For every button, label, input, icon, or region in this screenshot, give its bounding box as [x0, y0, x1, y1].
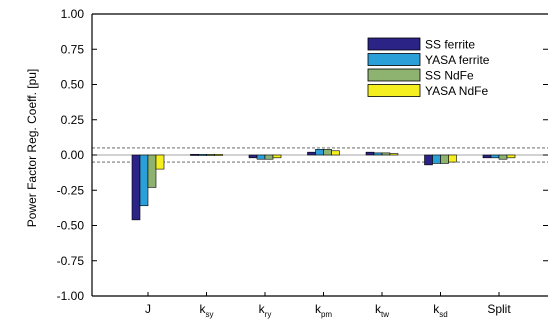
bar-1-4 — [373, 152, 383, 156]
bar-0-1 — [190, 153, 199, 156]
bar-0-4 — [365, 151, 375, 156]
y-tick-label: 0.25 — [61, 113, 85, 127]
bar-1-1 — [198, 153, 207, 156]
bar-2-4 — [381, 152, 391, 156]
y-axis-label: Power Factor Reg. Coeff. [pu] — [25, 69, 39, 228]
bar-3-4 — [389, 153, 399, 156]
bar-3-3 — [331, 150, 340, 156]
y-tick-label: -0.50 — [57, 219, 85, 233]
legend-label: SS ferrite — [425, 38, 475, 52]
bar-2-1 — [206, 153, 215, 156]
y-tick-label: -0.25 — [57, 183, 85, 197]
bar-0-2 — [248, 154, 258, 159]
y-tick-label: 0.50 — [61, 78, 85, 92]
bar-0-5 — [424, 154, 433, 166]
category-label: ktw — [375, 302, 389, 319]
bar-3-1 — [214, 153, 223, 156]
category-label: ksd — [433, 302, 447, 319]
bar-3-6 — [506, 154, 516, 159]
category-label: J — [145, 302, 151, 316]
y-tick-label: -1.00 — [57, 289, 85, 303]
bar-2-0 — [147, 154, 157, 188]
category-label: kpm — [315, 302, 332, 319]
bar-3-5 — [448, 154, 457, 163]
legend-label: SS NdFe — [425, 69, 474, 83]
category-label: Split — [487, 302, 511, 316]
bars — [131, 149, 516, 221]
bar-2-2 — [264, 154, 274, 160]
bar-1-2 — [256, 154, 266, 160]
bar-2-5 — [440, 154, 449, 164]
bar-1-6 — [490, 154, 500, 159]
bar-1-0 — [139, 154, 149, 207]
bar-3-2 — [272, 154, 282, 159]
bar-3-0 — [155, 154, 165, 170]
y-tick-label: 0.00 — [61, 148, 85, 162]
legend-label: YASA ferrite — [425, 53, 490, 67]
category-label: ksy — [200, 302, 214, 319]
bar-2-6 — [498, 154, 508, 160]
bar-1-5 — [432, 154, 441, 164]
bar-1-3 — [315, 149, 324, 156]
legend-swatch-3 — [367, 84, 421, 97]
bar-0-0 — [131, 154, 141, 221]
y-tick-label: 1.00 — [61, 7, 85, 21]
bar-2-3 — [323, 149, 332, 156]
bar-0-3 — [307, 151, 316, 156]
category-label: kry — [259, 302, 272, 319]
y-tick-label: -0.75 — [57, 254, 85, 268]
legend-swatch-0 — [367, 37, 421, 51]
legend-label: YASA NdFe — [425, 84, 488, 98]
legend-swatch-2 — [367, 68, 421, 82]
legend-swatch-1 — [367, 53, 421, 66]
bar-0-6 — [482, 154, 492, 159]
y-tick-label: 0.75 — [61, 42, 85, 56]
axes: 1.00 0.75 0.50 0.25 0.00 -0.25 -0.50 -0.75 -1.00… — [57, 7, 548, 319]
